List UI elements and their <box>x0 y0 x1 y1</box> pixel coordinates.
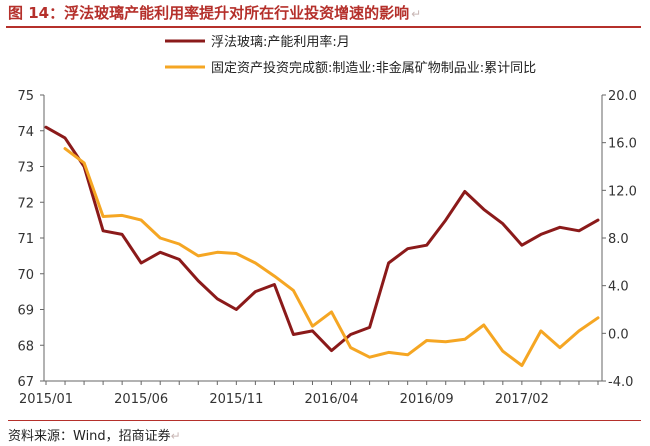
left-y-tick-label: 73 <box>17 161 34 176</box>
left-y-tick-label: 70 <box>17 268 34 283</box>
legend-label: 浮法玻璃:产能利用率:月 <box>211 34 350 50</box>
right-y-tick-label: 8.0 <box>608 232 629 247</box>
x-tick-label: 2015/01 <box>19 392 73 407</box>
left-y-tick-label: 68 <box>17 339 34 354</box>
series-line-investment-growth <box>63 147 600 367</box>
x-tick-label: 2015/11 <box>209 392 263 407</box>
left-y-tick-label: 75 <box>17 89 34 104</box>
x-tick-label: 2017/02 <box>495 392 549 407</box>
right-y-tick-label: 20.0 <box>608 89 637 104</box>
source-text: 资料来源：Wind，招商证券 <box>8 429 171 444</box>
chart-title: 图 14：浮法玻璃产能利用率提升对所在行业投资增速的影响 <box>8 4 410 22</box>
return-mark: ↵ <box>411 7 422 21</box>
right-y-tick-label: 16.0 <box>608 137 637 152</box>
legend-label: 固定资产投资完成额:制造业:非金属矿物制品业:累计同比 <box>211 60 536 76</box>
left-y-tick-label: 71 <box>17 232 34 247</box>
right-y-tick-label: 4.0 <box>608 280 629 295</box>
left-y-tick-label: 72 <box>17 196 34 211</box>
x-tick-label: 2016/04 <box>305 392 359 407</box>
return-mark: ↵ <box>170 429 181 443</box>
right-y-tick-label: 0.0 <box>608 327 629 342</box>
left-y-tick-label: 67 <box>17 375 34 390</box>
source-note: 资料来源：Wind，招商证券↵ <box>8 420 641 444</box>
right-y-tick-label: -4.0 <box>608 375 633 390</box>
x-tick-label: 2015/06 <box>114 392 168 407</box>
line-chart: 67 68 69 70 71 72 73 74 75 -4.0 0.0 4.0 8.0 12.0 16.0 2… <box>17 34 637 407</box>
series-line-glass-utilization <box>44 125 600 353</box>
left-y-tick-label: 74 <box>17 125 34 140</box>
x-tick-label: 2016/09 <box>400 392 454 407</box>
right-y-tick-label: 12.0 <box>608 184 637 199</box>
left-y-tick-label: 69 <box>17 304 34 319</box>
chart-title-bar: 图 14：浮法玻璃产能利用率提升对所在行业投资增速的影响 ↵ <box>6 2 641 28</box>
